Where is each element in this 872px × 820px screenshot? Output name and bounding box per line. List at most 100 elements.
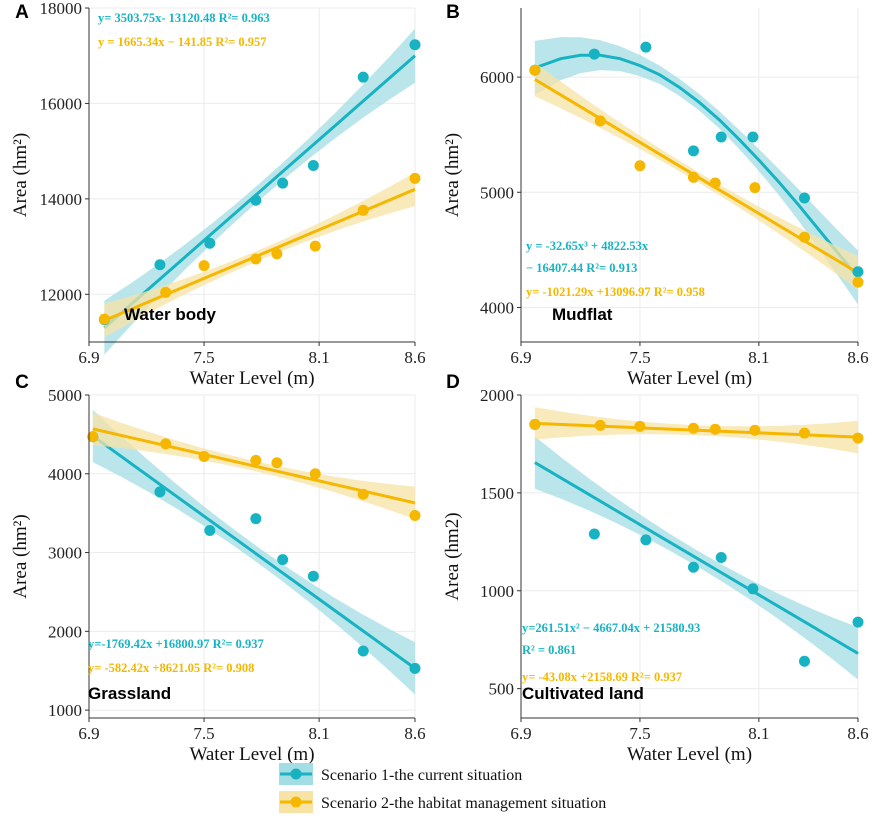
data-point-s2	[409, 510, 421, 522]
y-axis-title: Area (hm²)	[442, 133, 463, 217]
y-tick-label: 6000	[480, 68, 514, 87]
data-point-s1	[588, 48, 600, 60]
data-point-s2	[250, 454, 262, 466]
panel-name: Grassland	[88, 684, 171, 703]
data-point-s1	[409, 39, 421, 51]
data-point-s2	[271, 457, 283, 469]
y-tick-label: 18000	[40, 0, 83, 18]
data-point-s2	[594, 115, 606, 127]
x-tick-label: 6.9	[510, 348, 531, 367]
data-point-s2	[749, 424, 761, 436]
x-tick-label: 8.1	[308, 348, 329, 367]
data-point-s1	[715, 131, 727, 143]
data-point-s1	[852, 616, 864, 628]
data-point-s2	[852, 276, 864, 288]
legend-key-point-s1	[290, 768, 302, 780]
equation-s2: y= -43.08x +2158.69 R²= 0.937	[522, 670, 682, 684]
data-point-s1	[798, 192, 810, 204]
y-tick-label: 500	[489, 680, 515, 699]
panel-letter: B	[446, 2, 460, 23]
y-tick-label: 14000	[40, 190, 83, 209]
data-point-s1	[640, 41, 652, 53]
x-tick-label: 8.6	[404, 348, 425, 367]
y-tick-label: 1500	[480, 484, 514, 503]
x-tick-label: 8.6	[847, 348, 868, 367]
equation-s1: R² = 0.861	[522, 643, 576, 657]
panel-letter: C	[15, 372, 29, 393]
data-point-s1	[409, 662, 421, 674]
y-tick-label: 5000	[480, 183, 514, 202]
data-point-s1	[715, 551, 727, 563]
data-point-s1	[307, 159, 319, 171]
data-point-s2	[250, 253, 262, 265]
legend-key-point-s2	[290, 796, 302, 808]
data-point-s2	[709, 177, 721, 189]
data-point-s2	[198, 450, 210, 462]
data-point-s1	[307, 570, 319, 582]
data-point-s1	[687, 561, 699, 573]
equation-s2: y= -582.42x +8621.05 R²= 0.908	[88, 661, 254, 675]
panel-name: Cultivated land	[522, 684, 644, 703]
x-tick-label: 6.9	[78, 724, 99, 743]
panel-a: 6.9 7.5 8.1 8.6 12000 14000 16000 18000 Water Le…	[10, 0, 426, 389]
x-tick-label: 6.9	[78, 348, 99, 367]
x-tick-label: 8.1	[308, 724, 329, 743]
equation-s1: y=261.51x² − 4667.04x + 21580.93	[522, 621, 700, 635]
fit-line-s1	[534, 461, 859, 655]
data-point-s1	[277, 177, 289, 189]
data-point-s2	[198, 260, 210, 272]
y-tick-label: 1000	[48, 701, 82, 720]
data-point-s2	[309, 468, 321, 480]
data-point-s2	[160, 438, 172, 450]
data-point-s1	[204, 237, 216, 249]
data-point-s1	[204, 525, 216, 537]
data-point-s2	[687, 171, 699, 183]
x-tick-label: 8.1	[748, 724, 769, 743]
x-axis-title: Water Level (m)	[627, 368, 752, 389]
data-point-s1	[357, 645, 369, 657]
data-point-s2	[271, 248, 283, 260]
panel-c: 6.9 7.5 8.1 8.6 1000 2000 3000 4000 5000 Water Le…	[10, 372, 426, 765]
y-tick-label: 2000	[480, 386, 514, 405]
data-point-s2	[160, 286, 172, 298]
y-axis-title: Area (hm2)	[442, 512, 463, 600]
data-point-s2	[357, 204, 369, 216]
panel-letter: A	[15, 2, 29, 23]
data-point-s2	[798, 231, 810, 243]
data-point-s2	[357, 488, 369, 500]
x-axis-title: Water Level (m)	[189, 368, 314, 389]
data-point-s2	[634, 420, 646, 432]
legend-label-s2: Scenario 2-the habitat management situat…	[321, 795, 606, 812]
y-tick-label: 3000	[48, 544, 82, 563]
legend-label-s1: Scenario 1-the current situation	[321, 767, 522, 784]
y-tick-label: 2000	[48, 622, 82, 641]
data-point-s2	[87, 431, 99, 443]
data-point-s1	[852, 266, 864, 278]
data-point-s2	[852, 432, 864, 444]
data-point-s1	[747, 131, 759, 143]
data-point-s2	[634, 160, 646, 172]
y-tick-label: 12000	[40, 285, 83, 304]
data-point-s1	[250, 194, 262, 206]
panel-name: Mudflat	[552, 305, 613, 324]
legend: Scenario 1-the current situation Scenario…	[279, 763, 606, 813]
data-point-s1	[798, 655, 810, 667]
fit-line-s1	[103, 54, 416, 329]
data-point-s1	[357, 71, 369, 83]
equation-s2: y = 1665.34x − 141.85 R²= 0.957	[98, 35, 267, 49]
data-point-s1	[640, 534, 652, 546]
fit-line-s1	[91, 434, 416, 670]
data-point-s2	[409, 172, 421, 184]
data-point-s2	[709, 423, 721, 435]
data-point-s1	[747, 583, 759, 595]
x-tick-label: 8.1	[748, 348, 769, 367]
x-tick-label: 7.5	[629, 348, 650, 367]
data-point-s1	[250, 513, 262, 525]
equation-s1: y= 3503.75x- 13120.48 R²= 0.963	[98, 11, 270, 25]
data-point-s2	[749, 182, 761, 194]
data-point-s2	[687, 422, 699, 434]
y-tick-label: 16000	[40, 94, 83, 113]
data-point-s1	[154, 486, 166, 498]
x-tick-label: 7.5	[629, 724, 650, 743]
